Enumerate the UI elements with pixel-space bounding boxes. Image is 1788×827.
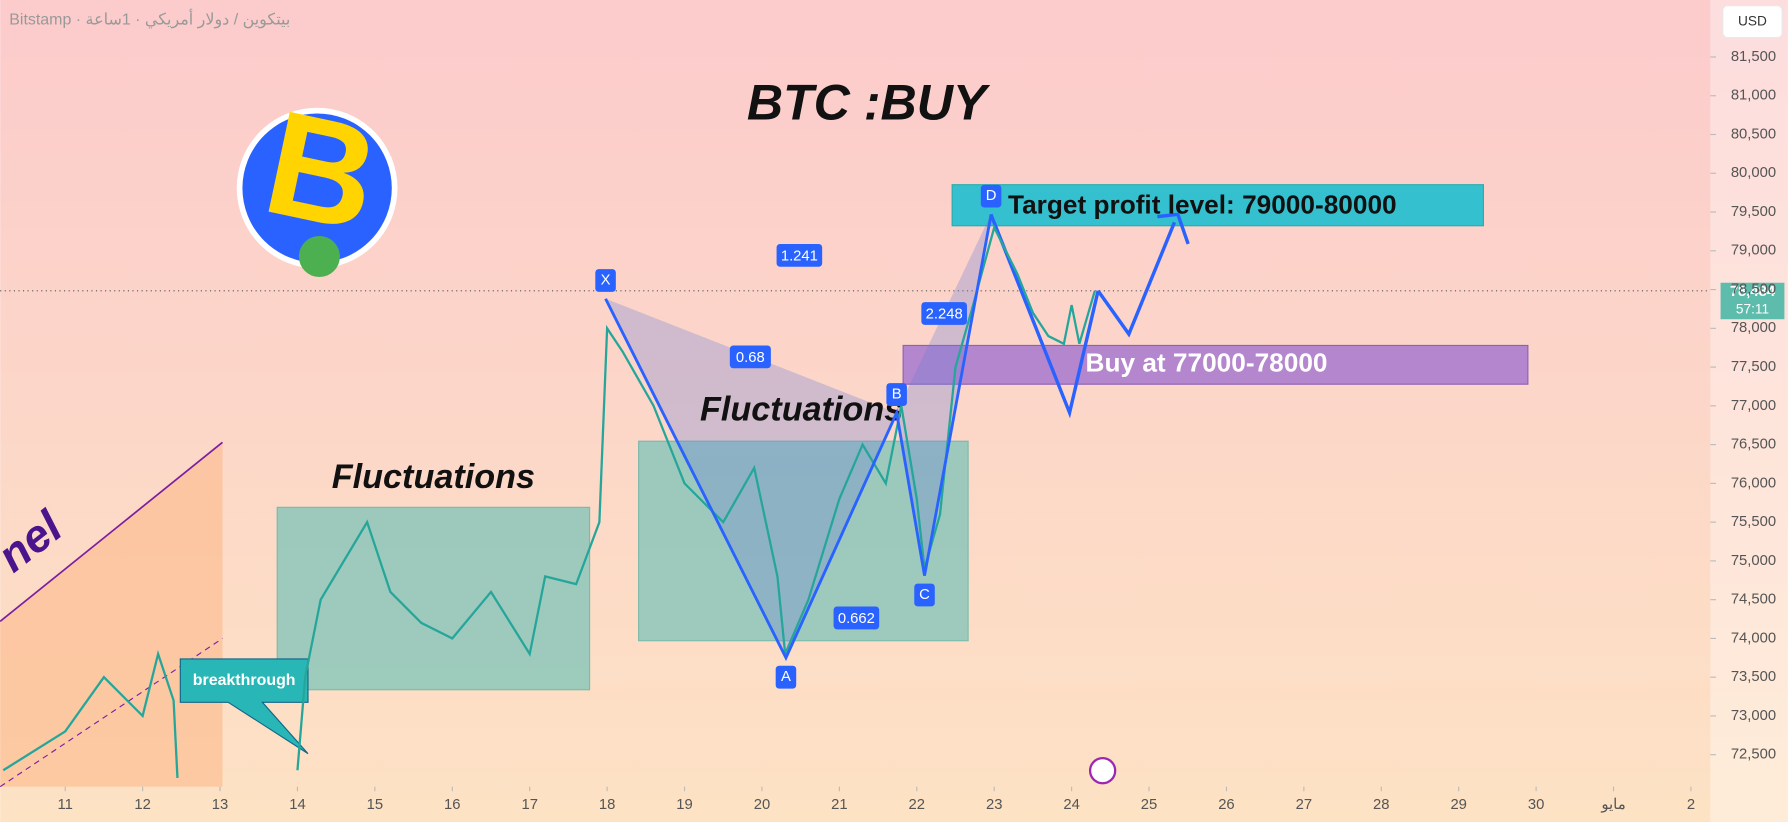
channel-area: [0, 442, 223, 787]
point-box: [914, 583, 935, 607]
annotation: Buy at 77000-78000: [1086, 348, 1328, 378]
ratio-box: [833, 606, 880, 630]
x-tick-label: 18: [599, 797, 615, 813]
point-box: [886, 383, 907, 406]
y-tick-label: 75,000: [1731, 553, 1776, 569]
y-tick-label: 78,000: [1731, 320, 1776, 336]
y-tick-label: 73,000: [1731, 708, 1776, 724]
x-tick-label: 11: [58, 797, 73, 813]
price-tag: [1720, 282, 1785, 320]
y-tick-label: 77,000: [1731, 398, 1776, 414]
ratio: 1.241: [781, 248, 818, 264]
y-tick-label: 74,500: [1731, 592, 1776, 608]
annotation: Target profit level: 79000-80000: [1008, 189, 1397, 219]
currency-button[interactable]: [1722, 5, 1783, 39]
y-tick-label: 76,500: [1731, 437, 1776, 453]
y-tick-label: 77,500: [1731, 359, 1776, 375]
range-box: [276, 506, 591, 691]
x-tick-label: مايو: [1600, 797, 1625, 813]
ratio-box: [921, 302, 967, 325]
y-tick-label: 72,500: [1731, 747, 1776, 763]
y-tick-label: 78,500: [1731, 281, 1776, 297]
point-label: A: [781, 669, 791, 685]
x-tick-label: 16: [444, 797, 460, 813]
y-tick-label: 80,500: [1731, 126, 1776, 142]
x-tick-label: 23: [986, 797, 1002, 813]
buy-box: [902, 344, 1529, 385]
point-label: X: [601, 272, 611, 288]
x-tick-label: 19: [676, 797, 692, 813]
ratio-box: [776, 243, 823, 267]
ratio: 0.662: [838, 611, 875, 627]
countdown: 57:11: [1736, 302, 1769, 317]
y-tick-label: 79,000: [1731, 243, 1776, 259]
ratio: 2.248: [926, 307, 963, 323]
y-tick-label: 73,500: [1731, 669, 1776, 685]
point-label: D: [986, 188, 997, 204]
projection: [989, 213, 1100, 419]
x-tick-label: 2: [1687, 797, 1695, 813]
x-tick-label: 28: [1373, 797, 1389, 813]
x-tick-label: 14: [289, 797, 305, 813]
x-tick-label: 12: [134, 797, 150, 813]
event-icon[interactable]: [1088, 757, 1117, 785]
last-price: 78,484: [1730, 284, 1776, 300]
y-tick-label: 81,500: [1731, 49, 1776, 65]
target-box: [951, 184, 1484, 227]
annotation: breakthrough: [193, 672, 296, 689]
price-axis: [1710, 0, 1788, 822]
x-tick-label: 29: [1450, 797, 1466, 813]
point-label: C: [919, 587, 930, 603]
pattern-line: [604, 214, 993, 662]
channel-line: [0, 441, 224, 623]
point-box: [775, 665, 797, 689]
pattern-fill: [896, 214, 991, 576]
y-tick-label: 74,000: [1731, 630, 1776, 646]
x-tick-label: 24: [1063, 797, 1079, 813]
annotation: Fluctuations: [700, 391, 903, 429]
x-tick-label: 27: [1296, 797, 1312, 813]
price-line: [2, 224, 1096, 779]
x-tick-label: 20: [754, 797, 770, 813]
y-tick-label: 75,500: [1731, 514, 1776, 530]
x-tick-label: 30: [1528, 797, 1544, 813]
point-box: [595, 269, 616, 292]
ratio: 0.68: [736, 350, 765, 366]
x-tick-label: 26: [1218, 797, 1234, 813]
projection: [1096, 221, 1177, 338]
x-tick-label: 13: [212, 797, 228, 813]
point-box: [980, 184, 1002, 208]
arrow-head: [1157, 212, 1190, 245]
x-tick-label: 21: [831, 797, 847, 813]
y-tick-label: 80,000: [1731, 165, 1776, 181]
logo-leaf: [298, 235, 340, 278]
channel-line: [0, 637, 223, 788]
point-label: B: [892, 387, 902, 403]
header: Bitstamp · بيتكوين / دولار أمريكي · 1ساع…: [9, 9, 290, 29]
x-tick-label: 15: [367, 797, 383, 813]
currency[interactable]: USD: [1738, 13, 1767, 28]
y-tick-label: 79,500: [1731, 204, 1776, 220]
x-tick-label: 17: [521, 797, 537, 813]
x-tick-label: 22: [909, 797, 925, 813]
y-tick-label: 81,000: [1731, 88, 1776, 104]
title: BTC :BUY: [747, 74, 991, 130]
ratio-box: [729, 345, 771, 369]
pattern-fill: [605, 298, 897, 658]
annotation: Fluctuations: [332, 458, 535, 496]
x-tick-label: 25: [1141, 797, 1157, 813]
y-tick-label: 76,000: [1731, 475, 1776, 491]
